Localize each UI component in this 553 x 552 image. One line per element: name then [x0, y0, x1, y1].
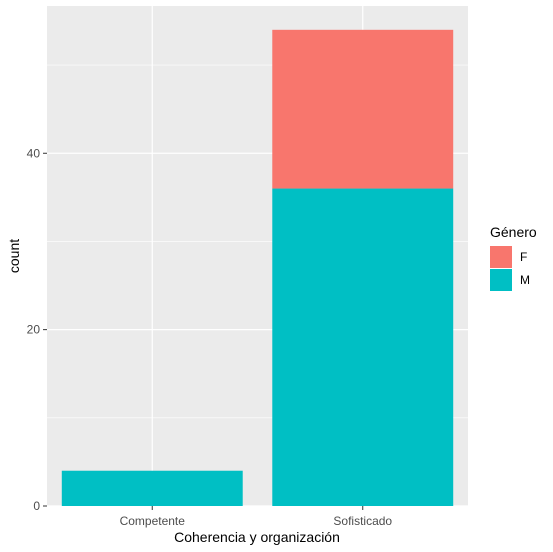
legend-label: F	[520, 250, 527, 264]
legend-key-f	[490, 246, 512, 268]
y-tick-label: 20	[27, 323, 41, 337]
legend-label: M	[520, 273, 530, 287]
legend-title: Género	[490, 224, 537, 240]
bars	[61, 29, 454, 507]
bar-sofisticado-m	[272, 188, 454, 507]
x-axis: Competente Sofisticado	[120, 506, 392, 528]
y-axis: 0 20 40	[27, 146, 47, 513]
x-axis-title: Coherencia y organización	[174, 529, 340, 545]
legend-key-m	[490, 269, 512, 291]
y-axis-title: count	[6, 239, 22, 273]
bar-competente-m	[61, 470, 243, 506]
bar-sofisticado-f	[272, 29, 454, 189]
x-tick-label: Competente	[120, 514, 186, 528]
y-tick-label: 40	[27, 146, 41, 160]
y-tick-label: 0	[33, 499, 40, 513]
x-tick-label: Sofisticado	[333, 514, 392, 528]
legend: Género FM	[490, 224, 537, 291]
